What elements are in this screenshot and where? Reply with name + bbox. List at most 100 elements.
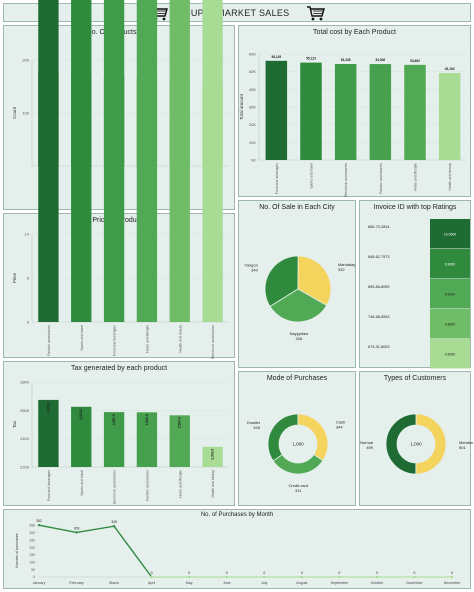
y-axis-label: Tax	[12, 420, 17, 428]
data-label: 0	[263, 571, 265, 575]
y-tick-label: 2800	[20, 380, 30, 385]
slice-label: Credit card 311	[288, 483, 308, 493]
data-label: 2,564.9	[178, 417, 182, 428]
slice-label: Mandalay 332	[338, 262, 355, 272]
data-label: 55,123	[306, 57, 316, 61]
mode-purchases-chart: Ewallet 345 Cash 344 Credit card 311 1,000	[247, 413, 345, 493]
slice-label-line: Normal	[360, 440, 373, 445]
x-tick-label: Home and lifestyle	[145, 325, 149, 353]
chart-title: Invoice ID with top Ratings	[373, 204, 457, 211]
data-label: 0	[226, 571, 228, 575]
x-tick-label: Sports and travel	[80, 470, 84, 496]
y-tick-label: 30K	[249, 105, 256, 110]
x-tick-label: Food and beverages	[113, 325, 117, 356]
y-tick-label: 250	[29, 538, 35, 542]
x-tick-label: Fashion accessories	[379, 163, 383, 194]
dashboard-title: SUPERMARKET SALES	[184, 8, 290, 18]
x-tick-label: June	[223, 581, 231, 585]
data-label: 54,338	[341, 58, 351, 62]
x-tick-label: October	[371, 581, 385, 585]
purchases-month-chart: 0 50 100 150 200 250 300 350 Number of purchases…	[15, 519, 461, 585]
shopping-cart-icon	[307, 6, 325, 21]
slice-label-line: 328	[296, 336, 303, 341]
data-label: 0	[151, 571, 153, 575]
bar	[404, 64, 426, 160]
cell-label: 9.8000	[445, 323, 455, 327]
bar	[300, 62, 322, 161]
cell-label: 9.9000	[445, 293, 455, 297]
slice-label-line: 501	[459, 445, 466, 450]
x-tick-label: Electronic accessories	[113, 470, 117, 504]
sale-city-panel: No. Of Sale in Each City Yangon 340 Mandal…	[238, 200, 356, 368]
total-cost-chart: 0K 10K 20K 30K 40K 50K 60K Total amount 56,145 Fo…	[239, 52, 467, 197]
bar	[169, 0, 190, 322]
bar	[71, 406, 92, 467]
types-customers-chart: Member 501 Normal 499 1,000	[360, 413, 474, 475]
x-tick-label: Fashion accessories	[145, 470, 149, 501]
row-label: 895-86-8059	[368, 285, 390, 289]
y-tick-label: 0K	[251, 158, 256, 163]
bar	[38, 0, 59, 322]
chart-title: Total cost by Each Product	[313, 29, 396, 36]
x-tick-label: Sports and travel	[310, 163, 314, 189]
data-label: 352	[36, 519, 42, 523]
slice-label-line: Yangon	[244, 263, 258, 268]
y-tick-label: 200	[29, 546, 35, 550]
data-label: 2,625.0	[79, 409, 83, 420]
slice-label-line: Naypyitaw	[290, 331, 309, 336]
data-point	[263, 575, 266, 579]
purchases-month-panel: No. of Purchases by Month 0 50 100 150 200 25…	[3, 509, 471, 589]
y-tick-label: 2600	[20, 408, 30, 413]
y-tick-label: 150	[29, 553, 35, 557]
x-tick-label: Health and beauty	[448, 163, 452, 191]
x-tick-label: July	[261, 581, 268, 585]
chart-title: No. Of Sale in Each City	[259, 204, 335, 211]
tax-generated-chart: 2200 2400 2600 2800 Tax 2,673.6 Food and bever…	[12, 380, 229, 504]
x-tick-label: Home and lifestyle	[414, 163, 418, 191]
y-tick-label: 5	[27, 276, 30, 281]
slice-label-line: 345	[253, 425, 260, 430]
x-tick-label: Sports and travel	[80, 325, 84, 351]
total-cost-panel: Total cost by Each Product 0K 10K 20K 30K 40…	[238, 25, 471, 197]
y-tick-label: 200	[22, 58, 29, 63]
types-customers-panel: Types of Customers Member 501 Normal 499 1,0…	[359, 371, 474, 506]
row-label: 746-68-6593	[368, 315, 390, 319]
data-label: 2,673.6	[46, 402, 50, 413]
slice-label-line: 340	[251, 268, 258, 273]
y-tick-label: 50	[31, 568, 35, 572]
chart-title: Mode of Purchases	[266, 375, 328, 382]
x-tick-label: Food and beverages	[47, 470, 51, 501]
y-tick-label: 10K	[249, 140, 256, 145]
chart-title: Tax generated by each product	[70, 365, 168, 372]
x-tick-label: April	[148, 581, 155, 585]
y-tick-label: 0	[33, 575, 35, 579]
data-label: 0	[338, 571, 340, 575]
data-label: 2,586.0	[145, 414, 149, 425]
chart-title: Types of Customers	[383, 375, 447, 382]
data-label: 0	[301, 571, 303, 575]
slice-label-line: Cash	[336, 420, 345, 425]
chart-title: No. of Purchases by Month	[200, 512, 274, 518]
y-tick-label: 0	[27, 320, 30, 325]
x-tick-label: December	[444, 581, 461, 585]
data-label: 56,145	[271, 55, 281, 59]
bar	[136, 412, 158, 467]
series-line	[38, 524, 153, 578]
bar	[265, 60, 288, 160]
slice-label-line: 311	[295, 488, 302, 493]
data-point	[75, 531, 78, 534]
slice-label-line: 332	[338, 267, 345, 272]
cell-label: 9.6000	[445, 353, 455, 357]
x-tick-label: May	[186, 581, 193, 585]
bar	[169, 415, 190, 467]
price-products-panel: Price of Products 0510Price57,153Fashion…	[3, 0, 235, 359]
data-label: 345	[111, 520, 117, 524]
y-tick-label: 60K	[249, 52, 256, 57]
slice-label: Cash 344	[336, 420, 345, 430]
cell-label: 9.9000	[445, 263, 455, 267]
bar	[103, 412, 125, 467]
bar	[369, 64, 392, 160]
y-tick-label: 10	[25, 232, 30, 237]
heatmap-cell	[430, 339, 470, 369]
pie-slice	[272, 453, 324, 475]
